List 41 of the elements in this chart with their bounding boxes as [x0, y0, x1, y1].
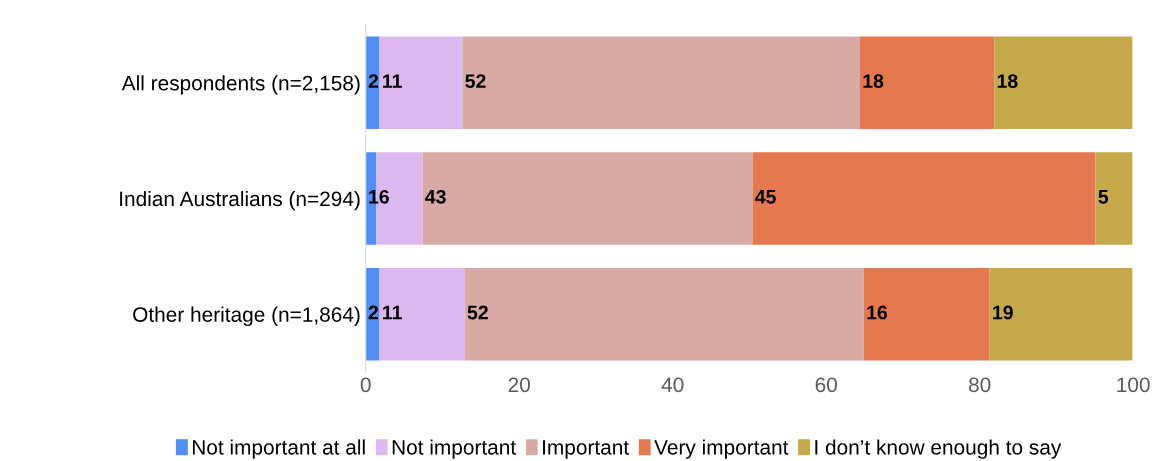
x-tick-label: 20: [508, 377, 530, 393]
bar: [379, 267, 465, 361]
data-label: 2: [368, 305, 379, 320]
x-tick-label: 100: [1117, 377, 1150, 393]
bar: [1095, 152, 1133, 245]
data-label: 16: [867, 305, 887, 320]
data-label: 45: [755, 190, 776, 204]
bar: [989, 267, 1133, 361]
data-label: 11: [383, 305, 402, 320]
data-label: 52: [467, 305, 488, 320]
bar: [422, 152, 753, 245]
data-label: 5: [1098, 190, 1109, 204]
bar: [859, 36, 995, 130]
data-label: 2: [368, 74, 379, 88]
x-tick-label: 60: [815, 377, 837, 393]
y-tick-label: Indian Australians (n=294): [120, 190, 360, 211]
x-tick-label: 40: [661, 377, 684, 393]
bar: [379, 36, 463, 130]
legend-label: Not important: [392, 439, 516, 459]
data-label: 6: [379, 189, 389, 204]
legend-label: Important: [543, 440, 629, 459]
bar: [752, 152, 1096, 245]
legend-label: Not important at all: [192, 439, 365, 459]
data-label: 19: [993, 305, 1013, 320]
x-tick-label: 0: [360, 377, 371, 393]
x-tick-label: 80: [968, 377, 991, 393]
y-tick-label: All respondents (n=2,158): [121, 75, 360, 95]
bar: [863, 267, 990, 361]
bar: [365, 267, 380, 361]
bar: [365, 36, 380, 130]
y-tick-label: Other heritage (n=1,864): [133, 306, 360, 327]
data-label: 43: [425, 189, 446, 204]
bar: [462, 36, 860, 130]
data-label: 18: [997, 74, 1018, 88]
legend-label: Very important: [654, 439, 789, 459]
bar: [464, 267, 864, 361]
data-label: 11: [383, 74, 402, 88]
data-label: 18: [863, 74, 884, 88]
legend-label: I don’t know enough to say: [815, 439, 1062, 459]
bar: [994, 36, 1133, 130]
data-label: 52: [465, 74, 486, 88]
